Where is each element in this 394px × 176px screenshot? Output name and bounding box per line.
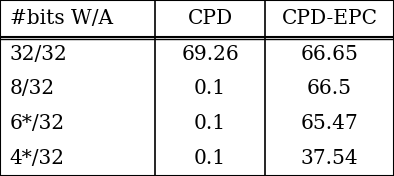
Text: CPD-EPC: CPD-EPC (281, 9, 377, 28)
Text: CPD: CPD (188, 9, 232, 28)
Text: 66.65: 66.65 (301, 45, 359, 64)
Text: 0.1: 0.1 (194, 114, 226, 133)
Text: 0.1: 0.1 (194, 79, 226, 98)
Text: 69.26: 69.26 (181, 45, 239, 64)
Text: 32/32: 32/32 (10, 45, 68, 64)
Text: 6*/32: 6*/32 (10, 114, 65, 133)
Text: 66.5: 66.5 (307, 79, 352, 98)
Text: 37.54: 37.54 (301, 149, 358, 168)
Text: #bits W/A: #bits W/A (10, 9, 113, 28)
Text: 65.47: 65.47 (301, 114, 359, 133)
Text: 8/32: 8/32 (10, 79, 55, 98)
Text: 0.1: 0.1 (194, 149, 226, 168)
Text: 4*/32: 4*/32 (10, 149, 65, 168)
